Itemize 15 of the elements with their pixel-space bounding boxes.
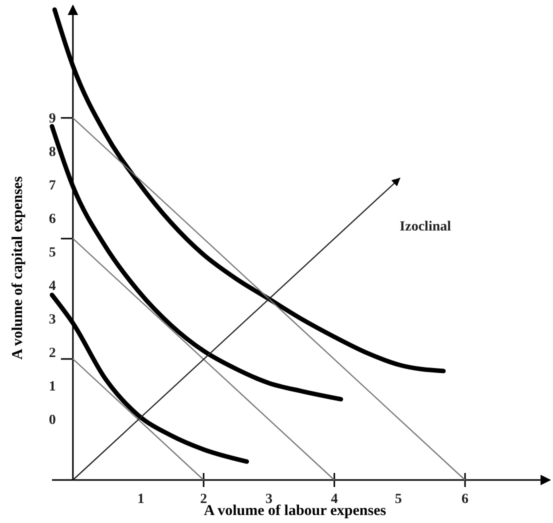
y-tick-label: 1	[48, 380, 56, 395]
y-tick-label: 9	[48, 111, 56, 126]
y-tick-label: 7	[48, 178, 56, 194]
x-tick-label: 6	[462, 492, 469, 507]
y-tick-label: 2	[48, 346, 56, 362]
y-tick-label: 3	[48, 312, 56, 328]
x-tick-label: 5	[394, 492, 402, 507]
y-tick-label: 4	[48, 279, 56, 294]
y-tick-label: 8	[48, 144, 56, 160]
text: Izoclinal	[400, 219, 452, 234]
x-tick-label: 1	[137, 492, 144, 507]
y-tick-label: 0	[48, 413, 56, 428]
y-tick-label: 5	[48, 246, 56, 260]
y-tick-label: 6	[48, 212, 56, 227]
y-axis-title: A volume of capital expenses	[10, 176, 26, 360]
